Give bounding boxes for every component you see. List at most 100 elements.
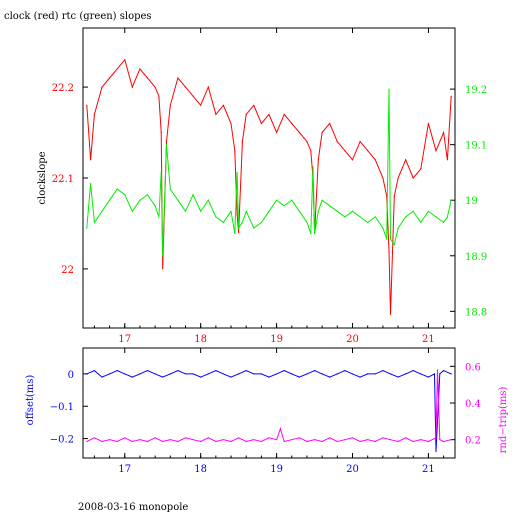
top-point-clock [253,104,255,106]
top-point-clock [215,113,217,115]
top-point-rtc [253,227,255,229]
bottom-point-offset [321,373,323,375]
bottom-point-offset [116,370,118,372]
top-point-rtc [312,166,314,168]
top-point-rtc [351,210,354,212]
top-y-left-tick-label: 22.1 [52,174,74,185]
bottom-point-offset [260,373,262,375]
top-point-clock [306,141,308,143]
bottom-point-offset [207,373,209,375]
bottom-point-offset [439,373,441,375]
bottom-point-rndtrip [139,439,141,441]
bottom-point-offset [109,373,111,375]
top-point-clock [351,159,354,161]
top-point-clock [276,131,278,134]
top-point-clock [124,59,126,61]
bottom-point-rndtrip [336,440,338,443]
top-point-rtc [389,238,392,240]
top-point-clock [389,313,392,315]
top-point-clock [139,68,141,70]
bottom-point-offset [344,370,346,372]
bottom-point-rndtrip [276,439,278,441]
top-y-right-tick-label: 19 [465,196,478,207]
bottom-point-offset [253,373,255,375]
bottom-point-rndtrip [169,439,171,441]
bottom-point-rndtrip [162,440,164,443]
top-point-rtc [450,199,452,201]
top-point-rtc [93,221,95,223]
bottom-point-offset [124,373,126,375]
bottom-point-offset [169,373,171,375]
top-point-rtc [435,216,437,218]
bottom-point-offset [412,370,414,372]
bottom-y-left-tick-label: 0 [68,370,74,381]
top-point-rtc [420,221,422,223]
top-point-rtc [177,199,179,201]
top-point-clock [234,150,236,152]
top-point-rtc [169,188,171,190]
top-point-rtc [276,199,278,201]
bottom-point-rndtrip [314,439,316,441]
bottom-point-offset [306,373,308,375]
top-point-rtc [238,227,240,229]
top-point-clock [382,177,384,179]
bottom-ylabel-right: rnd−trip(ms) [498,386,509,453]
top-ylabel-left: clockslope [37,151,48,204]
top-point-rtc [222,221,224,223]
bottom-point-rndtrip [283,440,285,443]
bottom-y-left-tick-label: −0.1 [50,402,74,413]
bottom-point-rndtrip [405,437,407,439]
top-point-clock [291,122,293,125]
bottom-point-rndtrip [329,437,331,439]
bottom-point-rndtrip [260,440,262,443]
bottom-point-offset [374,373,376,375]
top-point-rtc [160,171,162,173]
bottom-x-tick-label: 18 [194,464,207,475]
top-point-rtc [116,188,118,190]
top-point-rtc [200,210,202,212]
bottom-point-rndtrip [279,428,281,430]
bottom-point-offset [397,376,399,378]
top-point-clock [101,86,103,88]
top-point-rtc [90,183,92,185]
top-point-rtc [359,216,361,218]
bottom-point-rndtrip [207,437,209,439]
bottom-point-offset [139,373,141,375]
bottom-series-rndtrip [86,369,452,443]
bottom-x-tick-label: 20 [346,464,359,475]
top-point-clock [317,159,319,161]
top-point-clock [374,159,376,161]
bottom-point-offset [382,370,384,372]
top-point-clock [86,104,88,106]
bottom-ylabel-left: offset(ms) [25,375,36,426]
top-point-rtc [86,227,88,229]
bottom-point-offset [435,450,437,453]
top-point-clock [165,141,168,143]
top-point-rtc [393,244,395,246]
bottom-point-rndtrip [86,440,88,443]
bottom-point-offset [230,376,232,378]
top-point-clock [367,150,369,152]
bottom-point-offset [268,376,270,378]
top-point-clock [207,86,209,88]
top-point-clock [446,159,448,161]
bottom-point-rndtrip [146,440,149,443]
top-point-clock [158,95,160,97]
bottom-point-rndtrip [306,440,308,443]
top-point-clock [344,150,346,152]
bottom-x-tick-label: 21 [422,464,435,475]
top-point-rtc [314,233,316,235]
top-point-clock [109,77,111,79]
top-point-rtc [382,227,384,229]
top-point-clock [359,141,361,143]
bottom-point-offset [131,376,133,378]
bottom-panel: 17 18 19 20 21 −0.2 −0.1 0 0.2 0.4 0.6 [50,347,481,475]
bottom-point-offset [192,373,194,375]
top-point-clock [329,122,331,125]
bottom-point-offset [162,376,164,378]
top-y-right-tick-label: 18.9 [465,252,487,263]
top-point-clock [90,159,92,161]
bottom-point-offset [450,373,452,375]
top-point-clock [184,86,187,88]
